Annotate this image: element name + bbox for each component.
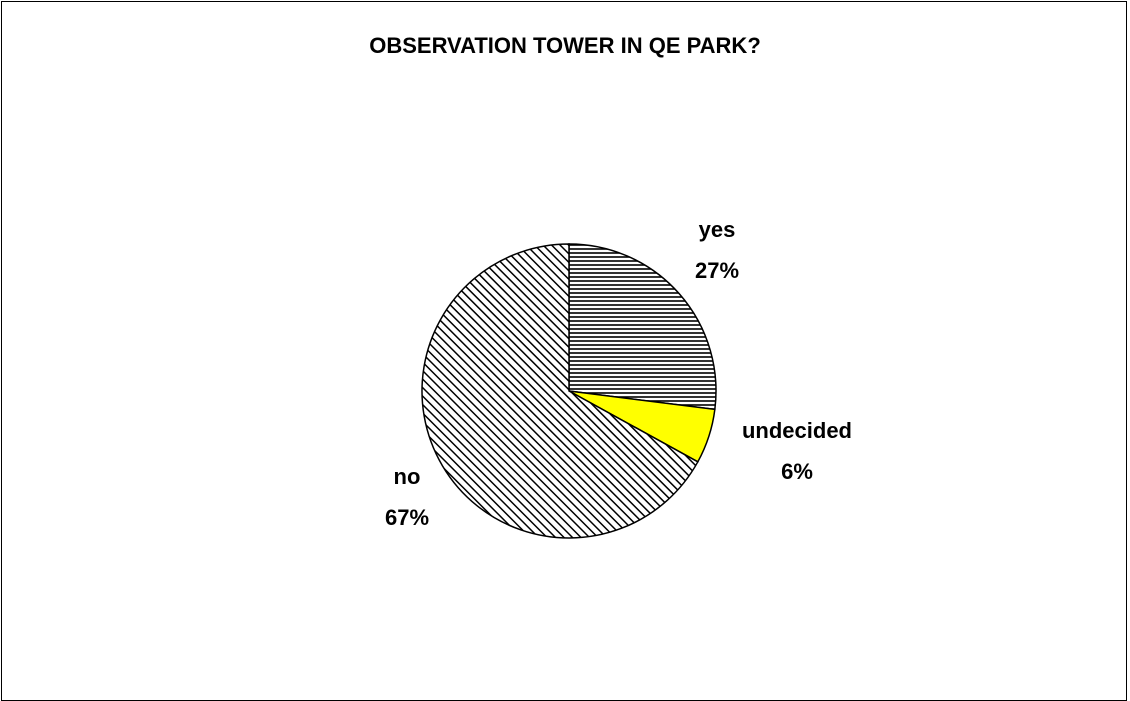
slice-label-no: no	[394, 464, 421, 489]
slice-value-yes: 27%	[695, 258, 739, 283]
pie-slice-yes	[568, 243, 717, 411]
slice-label-undecided: undecided	[742, 418, 852, 443]
chart-title: OBSERVATION TOWER IN QE PARK?	[369, 33, 761, 58]
slice-value-undecided: 6%	[781, 459, 813, 484]
pie-slice-no	[421, 243, 699, 539]
slice-label-yes: yes	[699, 217, 736, 242]
slice-value-no: 67%	[385, 505, 429, 530]
